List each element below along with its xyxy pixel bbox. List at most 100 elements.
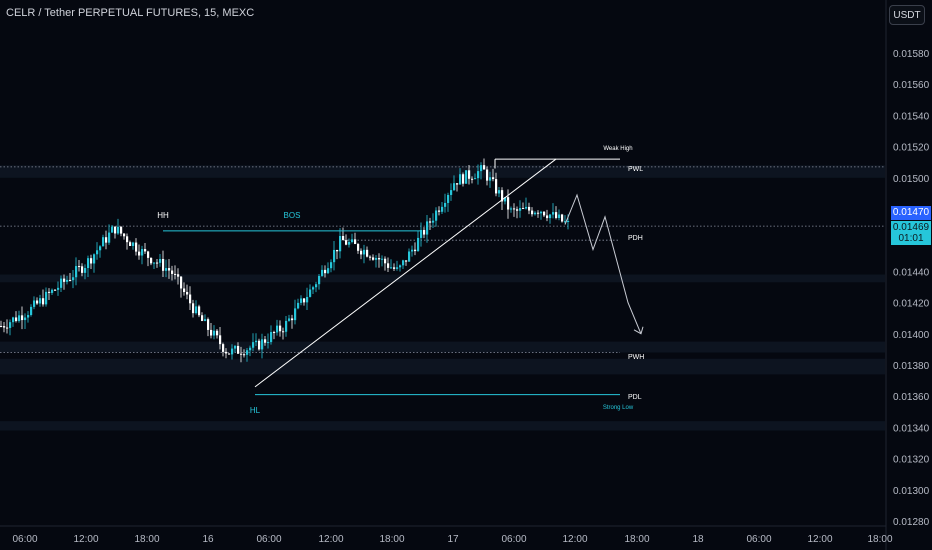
candle-body: [114, 226, 117, 234]
y-tick-label: 0.01440: [893, 267, 930, 278]
candle-body: [456, 183, 459, 185]
candle-body: [438, 210, 441, 212]
candle-body: [165, 268, 168, 271]
candle-body: [312, 287, 315, 290]
candle-body: [375, 258, 378, 260]
candle-body: [150, 257, 153, 264]
y-tick-label: 0.01300: [893, 486, 930, 497]
candle-body: [378, 258, 381, 260]
candle-body: [141, 249, 144, 256]
x-tick-label: 06:00: [12, 534, 37, 545]
candle-body: [285, 320, 288, 332]
candle-body: [387, 263, 390, 268]
y-tick-label: 0.01400: [893, 330, 930, 341]
candle-body: [216, 330, 219, 336]
candle-body: [501, 190, 504, 202]
candle-body: [330, 262, 333, 269]
candle-body: [18, 315, 21, 322]
candle-body: [189, 294, 192, 304]
candle-body: [261, 339, 264, 350]
candle-body: [435, 210, 438, 221]
x-tick-label: 18:00: [624, 534, 649, 545]
candle-body: [294, 308, 297, 321]
strong-low-label: Strong Low: [603, 405, 634, 411]
candle-body: [270, 332, 273, 343]
candle-body: [51, 289, 54, 293]
bos-label: BOS: [284, 211, 301, 220]
x-tick-label: 18:00: [379, 534, 404, 545]
candle-body: [303, 298, 306, 303]
candle-body: [72, 277, 75, 281]
current-price-badge: 0.01470: [891, 206, 931, 220]
candle-body: [273, 332, 276, 334]
candle-body: [249, 347, 252, 351]
candle-body: [48, 291, 51, 293]
candle-body: [159, 259, 162, 263]
y-tick-label: 0.01360: [893, 392, 930, 403]
candle-body: [381, 258, 384, 260]
candle-body: [81, 266, 84, 273]
candle-body: [96, 250, 99, 255]
x-tick-label: 06:00: [746, 534, 771, 545]
candle-body: [258, 340, 261, 350]
candle-body: [480, 165, 483, 172]
hl-label: HL: [250, 406, 261, 415]
candle-body: [507, 197, 510, 210]
candle-body: [240, 353, 243, 355]
candle-body: [39, 298, 42, 304]
candle-body: [420, 229, 423, 238]
liquidity-zone: [0, 421, 885, 431]
candle-body: [492, 177, 495, 180]
candle-body: [201, 315, 204, 321]
candle-body: [78, 266, 81, 268]
candle-body: [528, 206, 531, 211]
candle-body: [168, 268, 171, 271]
candle-body: [3, 326, 6, 328]
candle-body: [120, 226, 123, 234]
x-tick-label: 12:00: [73, 534, 98, 545]
candle-body: [12, 317, 15, 323]
candle-body: [321, 269, 324, 276]
candle-body: [324, 269, 327, 274]
y-tick-label: 0.01500: [893, 174, 930, 185]
candle-body: [567, 220, 570, 222]
candle-body: [504, 197, 507, 202]
candle-body: [57, 287, 60, 290]
candle-body: [543, 211, 546, 216]
candle-body: [336, 249, 339, 252]
candle-body: [396, 267, 399, 269]
candle-body: [33, 300, 36, 307]
y-tick-label: 0.01540: [893, 111, 930, 122]
candle-body: [144, 249, 147, 252]
candle-body: [54, 289, 57, 291]
y-tick-label: 0.01560: [893, 80, 930, 91]
candle-body: [6, 327, 9, 329]
candle-body: [126, 236, 129, 243]
candle-body: [132, 242, 135, 246]
candle-body: [66, 279, 69, 282]
candle-body: [231, 348, 234, 355]
candle-body: [210, 329, 213, 336]
candle-body: [111, 226, 114, 233]
candle-body: [534, 212, 537, 215]
candle-body: [87, 258, 90, 269]
candle-body: [192, 303, 195, 314]
candle-body: [342, 236, 345, 241]
candle-body: [234, 345, 237, 349]
candle-body: [138, 251, 141, 256]
price-axis: [886, 0, 932, 550]
candle-body: [105, 237, 108, 243]
candle-body: [108, 232, 111, 243]
candle-body: [156, 262, 159, 264]
candle-body: [219, 335, 222, 345]
y-tick-label: 0.01280: [893, 517, 930, 528]
candle-body: [552, 212, 555, 215]
candle-body: [519, 208, 522, 211]
candle-body: [315, 284, 318, 288]
liquidity-zone: [0, 341, 885, 353]
candle-body: [360, 250, 363, 255]
currency-button[interactable]: USDT: [889, 5, 925, 25]
candle-body: [42, 298, 45, 305]
candle-body: [483, 165, 486, 170]
